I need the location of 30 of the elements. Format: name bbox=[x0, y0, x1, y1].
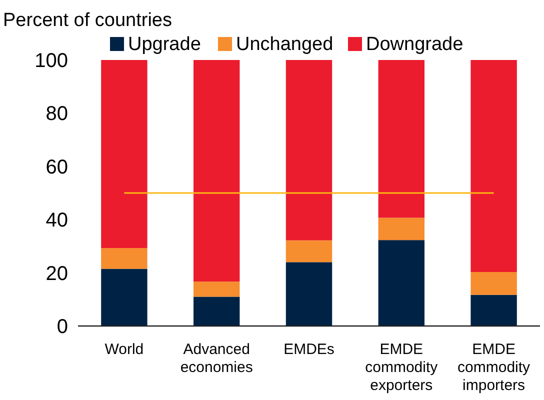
y-tick-label: 80 bbox=[46, 103, 68, 126]
bar bbox=[378, 240, 424, 326]
y-tick-label: 20 bbox=[46, 262, 68, 285]
bar bbox=[378, 60, 424, 218]
bar bbox=[101, 248, 148, 269]
x-tick-label: EMDE commodity exporters bbox=[365, 341, 438, 394]
bar bbox=[470, 272, 517, 295]
y-tick-label: 0 bbox=[56, 316, 68, 338]
legend-label: Unchanged bbox=[236, 34, 334, 55]
legend-label: Upgrade bbox=[128, 34, 201, 55]
bar bbox=[101, 268, 148, 326]
y-axis-title: Percent of countries bbox=[3, 10, 172, 31]
x-tick-label: Advanced economies bbox=[180, 341, 253, 376]
bar bbox=[378, 218, 424, 240]
y-tick-label: 60 bbox=[46, 156, 68, 178]
bar bbox=[194, 60, 240, 282]
bar bbox=[194, 296, 240, 326]
x-tick-label: EMDEs bbox=[284, 341, 334, 358]
legend-label: Downgrade bbox=[366, 34, 464, 55]
y-tick-label: 40 bbox=[46, 210, 68, 232]
bar bbox=[286, 60, 332, 240]
bar bbox=[286, 240, 332, 262]
bar bbox=[194, 282, 240, 297]
y-tick-label: 100 bbox=[34, 50, 68, 72]
x-tick-label: World bbox=[104, 341, 144, 358]
bar bbox=[101, 60, 148, 248]
bar bbox=[470, 60, 517, 272]
x-tick-label: EMDE commodity importers bbox=[458, 341, 531, 394]
bar bbox=[470, 294, 517, 326]
bar bbox=[286, 262, 332, 326]
